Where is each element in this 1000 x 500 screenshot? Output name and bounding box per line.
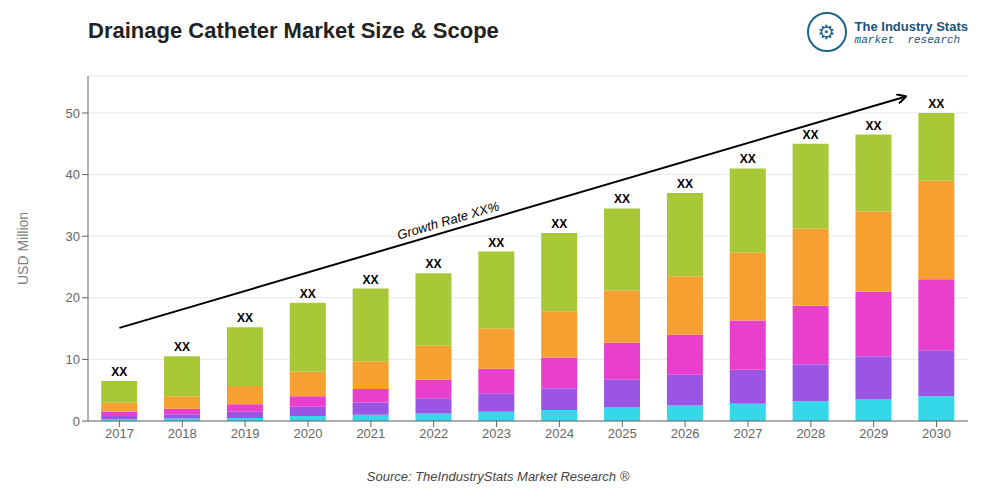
- svg-text:2026: 2026: [671, 426, 700, 441]
- svg-text:2030: 2030: [922, 426, 951, 441]
- svg-text:2019: 2019: [231, 426, 260, 441]
- svg-text:XX: XX: [425, 257, 441, 271]
- html-text:The Industry Stats: The Industry Stats: [854, 18, 968, 34]
- svg-text:0: 0: [73, 414, 80, 429]
- svg-text:XX: XX: [865, 119, 881, 133]
- svg-text:XX: XX: [614, 192, 630, 206]
- svg-text:2017: 2017: [105, 426, 134, 441]
- svg-text:40: 40: [66, 167, 80, 182]
- svg-text:XX: XX: [928, 97, 944, 111]
- svg-text:2027: 2027: [734, 426, 763, 441]
- svg-text:XX: XX: [111, 365, 127, 379]
- svg-text:30: 30: [66, 229, 80, 244]
- svg-text:50: 50: [66, 106, 80, 121]
- svg-text:2024: 2024: [545, 426, 574, 441]
- svg-text:XX: XX: [740, 152, 756, 166]
- html-text:Drainage Catheter Market Size: Drainage Catheter Market Size & Scope: [88, 18, 499, 43]
- svg-text:XX: XX: [803, 128, 819, 142]
- svg-text:XX: XX: [677, 177, 693, 191]
- svg-text:10: 10: [66, 352, 80, 367]
- svg-text:XX: XX: [237, 311, 253, 325]
- svg-text:2028: 2028: [796, 426, 825, 441]
- html-text:Source: TheIndustryStats Marke: Source: TheIndustryStats Market Research…: [366, 469, 630, 484]
- svg-text:XX: XX: [551, 217, 567, 231]
- svg-text:2025: 2025: [608, 426, 637, 441]
- svg-text:2020: 2020: [294, 426, 323, 441]
- svg-text:XX: XX: [174, 340, 190, 354]
- svg-text:2018: 2018: [168, 426, 197, 441]
- svg-text:2022: 2022: [419, 426, 448, 441]
- svg-text:2021: 2021: [356, 426, 385, 441]
- svg-text:2023: 2023: [482, 426, 511, 441]
- svg-text:XX: XX: [363, 273, 379, 287]
- svg-text:2029: 2029: [859, 426, 888, 441]
- svg-text:XX: XX: [300, 287, 316, 301]
- svg-text:Growth Rate XX%: Growth Rate XX%: [395, 198, 500, 242]
- html-text:market research: market research: [854, 33, 961, 46]
- svg-text:XX: XX: [488, 236, 504, 250]
- svg-text:USD Million: USD Million: [15, 212, 31, 285]
- svg-text:20: 20: [66, 290, 80, 305]
